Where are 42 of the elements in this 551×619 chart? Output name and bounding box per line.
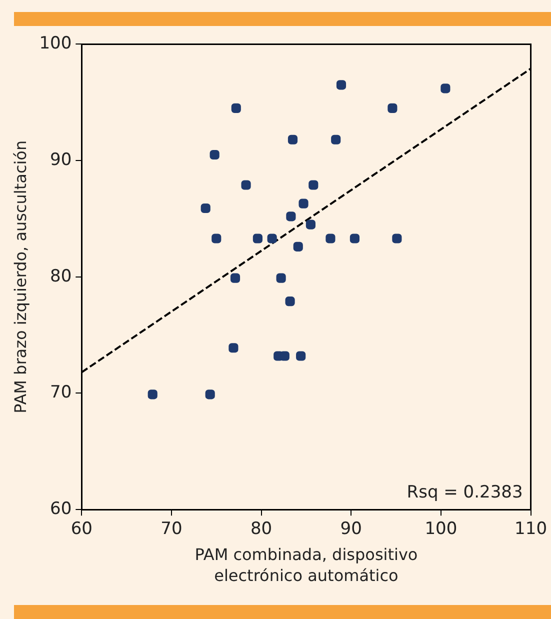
point [388, 103, 398, 113]
y-tick-label: 80 [50, 266, 72, 286]
x-tick-label: 70 [160, 519, 182, 540]
y-tick-label: 90 [50, 150, 72, 170]
point [230, 273, 240, 283]
y-tick-label: 100 [39, 34, 72, 54]
point [267, 234, 277, 244]
point [205, 390, 215, 400]
annotation: Rsq = 0.2383 [406, 482, 523, 503]
point [392, 234, 402, 244]
x-axis-title: PAM combinada, dispositivo electrónico automático [194, 544, 418, 585]
point [293, 242, 303, 252]
point [212, 234, 222, 244]
y-tick-label: 60 [50, 499, 72, 520]
y-tick-label: 70 [50, 382, 72, 403]
point [336, 80, 346, 90]
x-tick-label: 90 [340, 519, 362, 540]
point [285, 296, 295, 306]
point [286, 212, 296, 222]
point [228, 343, 238, 353]
point [280, 351, 290, 361]
point [210, 150, 220, 160]
point [252, 234, 262, 244]
point [276, 273, 286, 283]
x-tick-label: 60 [70, 519, 92, 540]
y-axis-title: PAM brazo izquierdo, auscultación [10, 140, 30, 414]
point [308, 180, 318, 190]
x-tick-label: 100 [424, 519, 458, 540]
point [288, 134, 298, 144]
point [296, 351, 306, 361]
point [326, 234, 336, 244]
point [298, 198, 308, 208]
point [241, 180, 251, 190]
point [331, 134, 341, 144]
point [440, 84, 450, 94]
x-tick-label: 80 [250, 519, 272, 540]
point [200, 203, 210, 214]
x-tick-label: 110 [514, 519, 548, 540]
point [231, 103, 241, 113]
point [148, 390, 158, 400]
point [350, 234, 360, 244]
point [306, 220, 316, 230]
